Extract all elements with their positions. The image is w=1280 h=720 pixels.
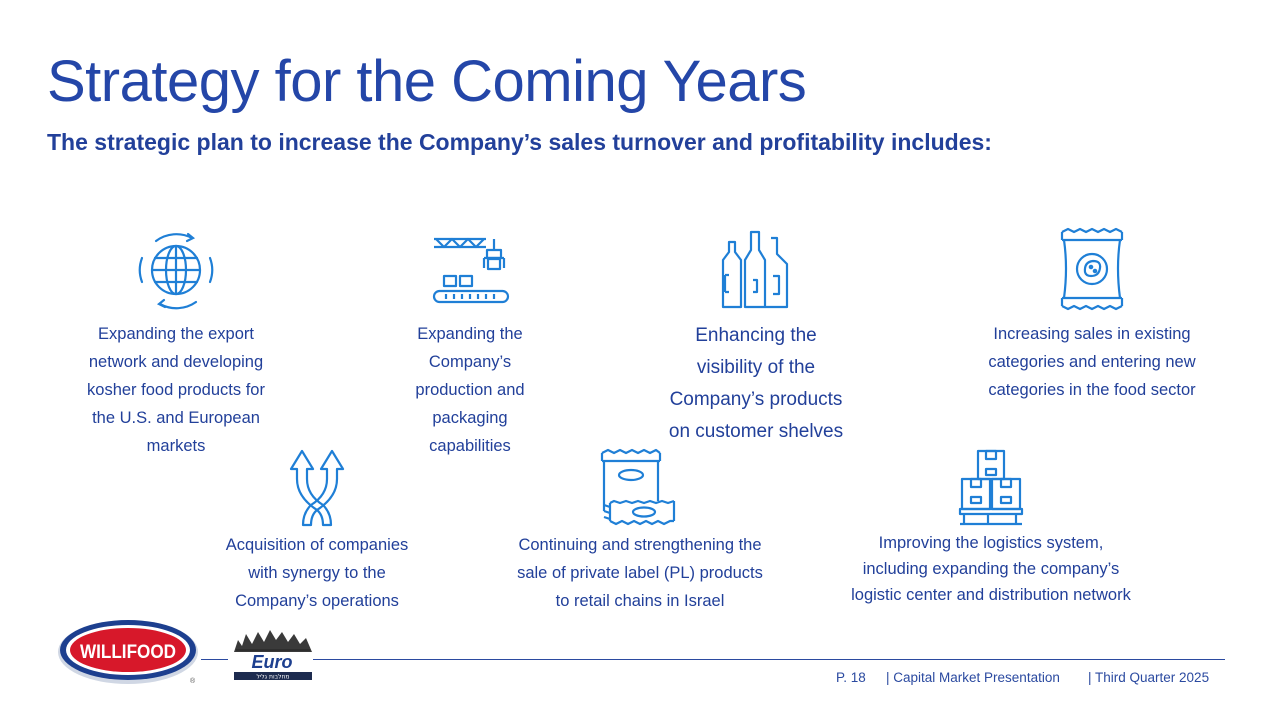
item-text-private-label: Continuing and strengthening the sale of … [517, 536, 763, 610]
euro-logo-hebrew: מחלבות גליל [257, 674, 290, 681]
private-label-packages-icon [600, 448, 680, 527]
factory-conveyor-icon [432, 236, 512, 306]
bottles-icon [721, 230, 791, 310]
page-number: P. 18 [836, 670, 866, 685]
merge-arrows-icon [289, 449, 345, 529]
item-text-categories: Increasing sales in existing categories a… [988, 325, 1196, 399]
item-text-acquisition: Acquisition of companies with synergy to … [225, 536, 409, 610]
item-text-visibility: Enhancing the visibility of the Company’s … [668, 325, 844, 442]
pallet-boxes-icon [958, 449, 1024, 527]
page-subtitle: The strategic plan to increase the Compa… [47, 129, 992, 155]
footer-divider-left [201, 659, 228, 660]
euro-logo-text: Euro [251, 652, 292, 672]
willifood-logo-text: WILLIFOOD [80, 642, 176, 663]
item-text-production: Expanding the Company’s production and pack… [415, 325, 525, 455]
footer-quarter: | Third Quarter 2025 [1088, 670, 1210, 685]
snack-bag-icon [1060, 227, 1124, 311]
registered-mark: ® [190, 678, 196, 685]
page-title: Strategy for the Coming Years [47, 49, 807, 114]
globe-icon [136, 232, 216, 310]
footer-divider [313, 659, 1225, 660]
item-text-logistics: Improving the logistics system, including… [851, 534, 1131, 604]
euro-logo: Euro מחלבות גליל [228, 626, 316, 687]
item-text-export: Expanding the export network and developi… [87, 325, 265, 455]
willifood-logo: WILLIFOOD [56, 617, 202, 694]
footer-presentation-name: | Capital Market Presentation [886, 670, 1060, 685]
